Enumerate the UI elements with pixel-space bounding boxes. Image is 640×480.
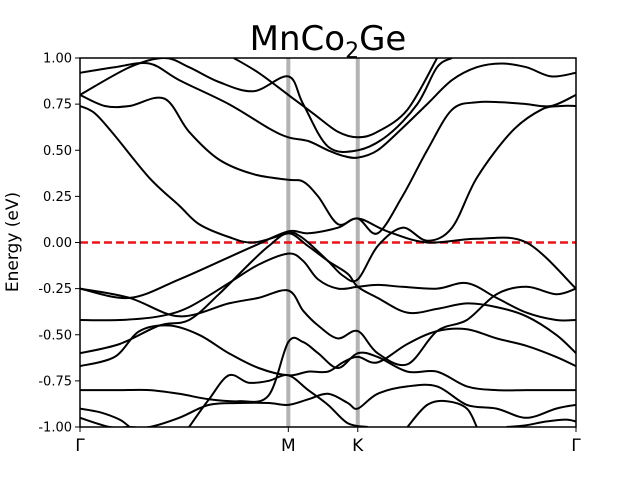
band-7 bbox=[80, 285, 576, 367]
kpoint-label: Γ bbox=[75, 436, 85, 456]
y-tick-label: -0.50 bbox=[38, 328, 72, 343]
band-6 bbox=[233, 58, 438, 139]
chart-title: MnCo2Ge bbox=[250, 19, 407, 64]
band-16 bbox=[506, 418, 576, 427]
chart-title-main: MnCo bbox=[250, 19, 345, 59]
y-axis-label: Energy (eV) bbox=[3, 192, 23, 292]
band-8 bbox=[80, 252, 576, 322]
y-tick-label: 0.00 bbox=[43, 236, 72, 251]
band-3 bbox=[80, 93, 576, 235]
y-tick-label: 0.25 bbox=[43, 190, 72, 205]
bands-group bbox=[80, 58, 576, 427]
y-tick-label: 0.50 bbox=[43, 144, 72, 159]
band-4 bbox=[80, 61, 576, 159]
chart-title-suffix: Ge bbox=[359, 19, 406, 59]
y-tick-label: 0.75 bbox=[43, 98, 72, 113]
band-14 bbox=[188, 373, 368, 427]
y-tick-label: -0.25 bbox=[38, 282, 72, 297]
y-tick-label: -0.75 bbox=[38, 374, 72, 389]
y-tick-label: -1.00 bbox=[38, 421, 72, 436]
kpoint-label: M bbox=[281, 436, 296, 456]
band-11 bbox=[80, 336, 576, 403]
band-9 bbox=[80, 232, 576, 355]
band-12 bbox=[80, 383, 576, 427]
band-13 bbox=[80, 407, 131, 427]
y-tick-label: 1.00 bbox=[43, 52, 72, 67]
y-ticks: 1.00 0.75 0.50 0.25 0.00 -0.25 -0.50 -0.75 -1.00 bbox=[38, 52, 80, 436]
kpoint-label: Γ bbox=[571, 436, 581, 456]
kpoint-label: K bbox=[352, 436, 364, 456]
band-15 bbox=[406, 399, 478, 427]
band-2 bbox=[80, 217, 576, 299]
band-1 bbox=[80, 104, 576, 283]
